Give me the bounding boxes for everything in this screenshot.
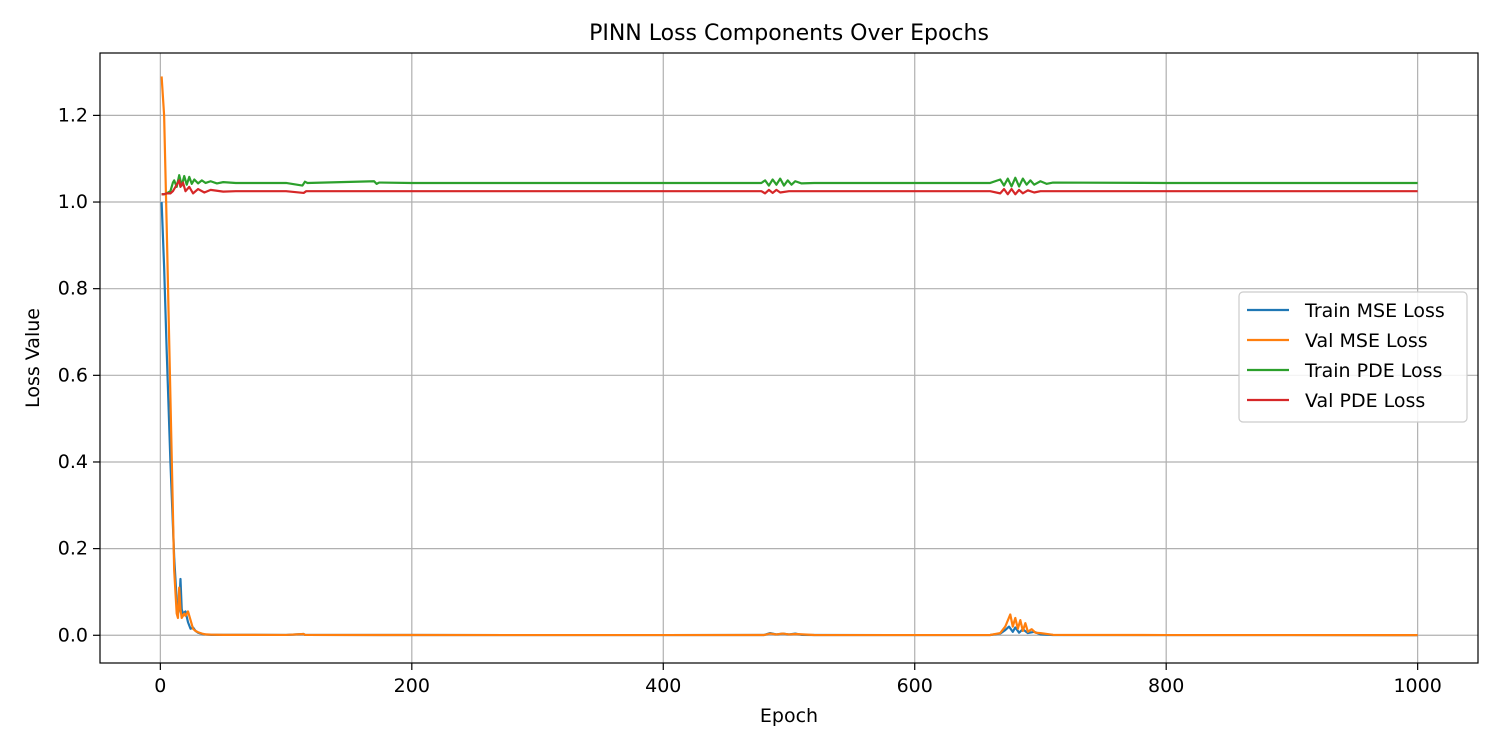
- plot-lines: [160, 76, 1418, 637]
- y-tick-label: 0.6: [58, 364, 88, 386]
- chart-title: PINN Loss Components Over Epochs: [589, 21, 989, 46]
- legend-label-val-mse-loss: Val MSE Loss: [1305, 330, 1428, 352]
- y-tick-label: 0.2: [58, 538, 88, 560]
- legend-label-train-pde-loss: Train PDE Loss: [1304, 360, 1442, 382]
- x-tick-label: 600: [897, 675, 933, 697]
- plot-frame: [99, 52, 1479, 664]
- legend: Train MSE Loss Val MSE Loss Train PDE Loss…: [1238, 291, 1468, 423]
- x-tick-label: 0: [154, 675, 166, 697]
- legend-box: [1238, 291, 1468, 423]
- x-axis-label: Epoch: [760, 705, 818, 727]
- x-tick-label: 800: [1148, 675, 1184, 697]
- x-tick-label: 200: [394, 675, 430, 697]
- x-tick-label: 400: [645, 675, 681, 697]
- x-tick-label: 1000: [1393, 675, 1441, 697]
- y-tick-label: 1.0: [58, 191, 88, 213]
- series-line-train-pde-loss: [161, 174, 1418, 196]
- y-tick-label: 0.4: [58, 451, 88, 473]
- series-line-val-pde-loss: [161, 179, 1418, 196]
- y-tick-label: 0.0: [58, 624, 88, 646]
- y-axis-label: Loss Value: [22, 308, 44, 408]
- series-line-val-mse-loss: [160, 76, 1418, 637]
- axis-ticks: 0 200 400 600 800 1000 0.0 0.2 0.4 0.6 0.8 1.0 1.2: [58, 104, 1442, 697]
- y-tick-label: 0.8: [58, 278, 88, 300]
- legend-label-train-mse-loss: Train MSE Loss: [1304, 300, 1445, 322]
- legend-label-val-pde-loss: Val PDE Loss: [1305, 390, 1425, 412]
- y-tick-label: 1.2: [58, 104, 88, 126]
